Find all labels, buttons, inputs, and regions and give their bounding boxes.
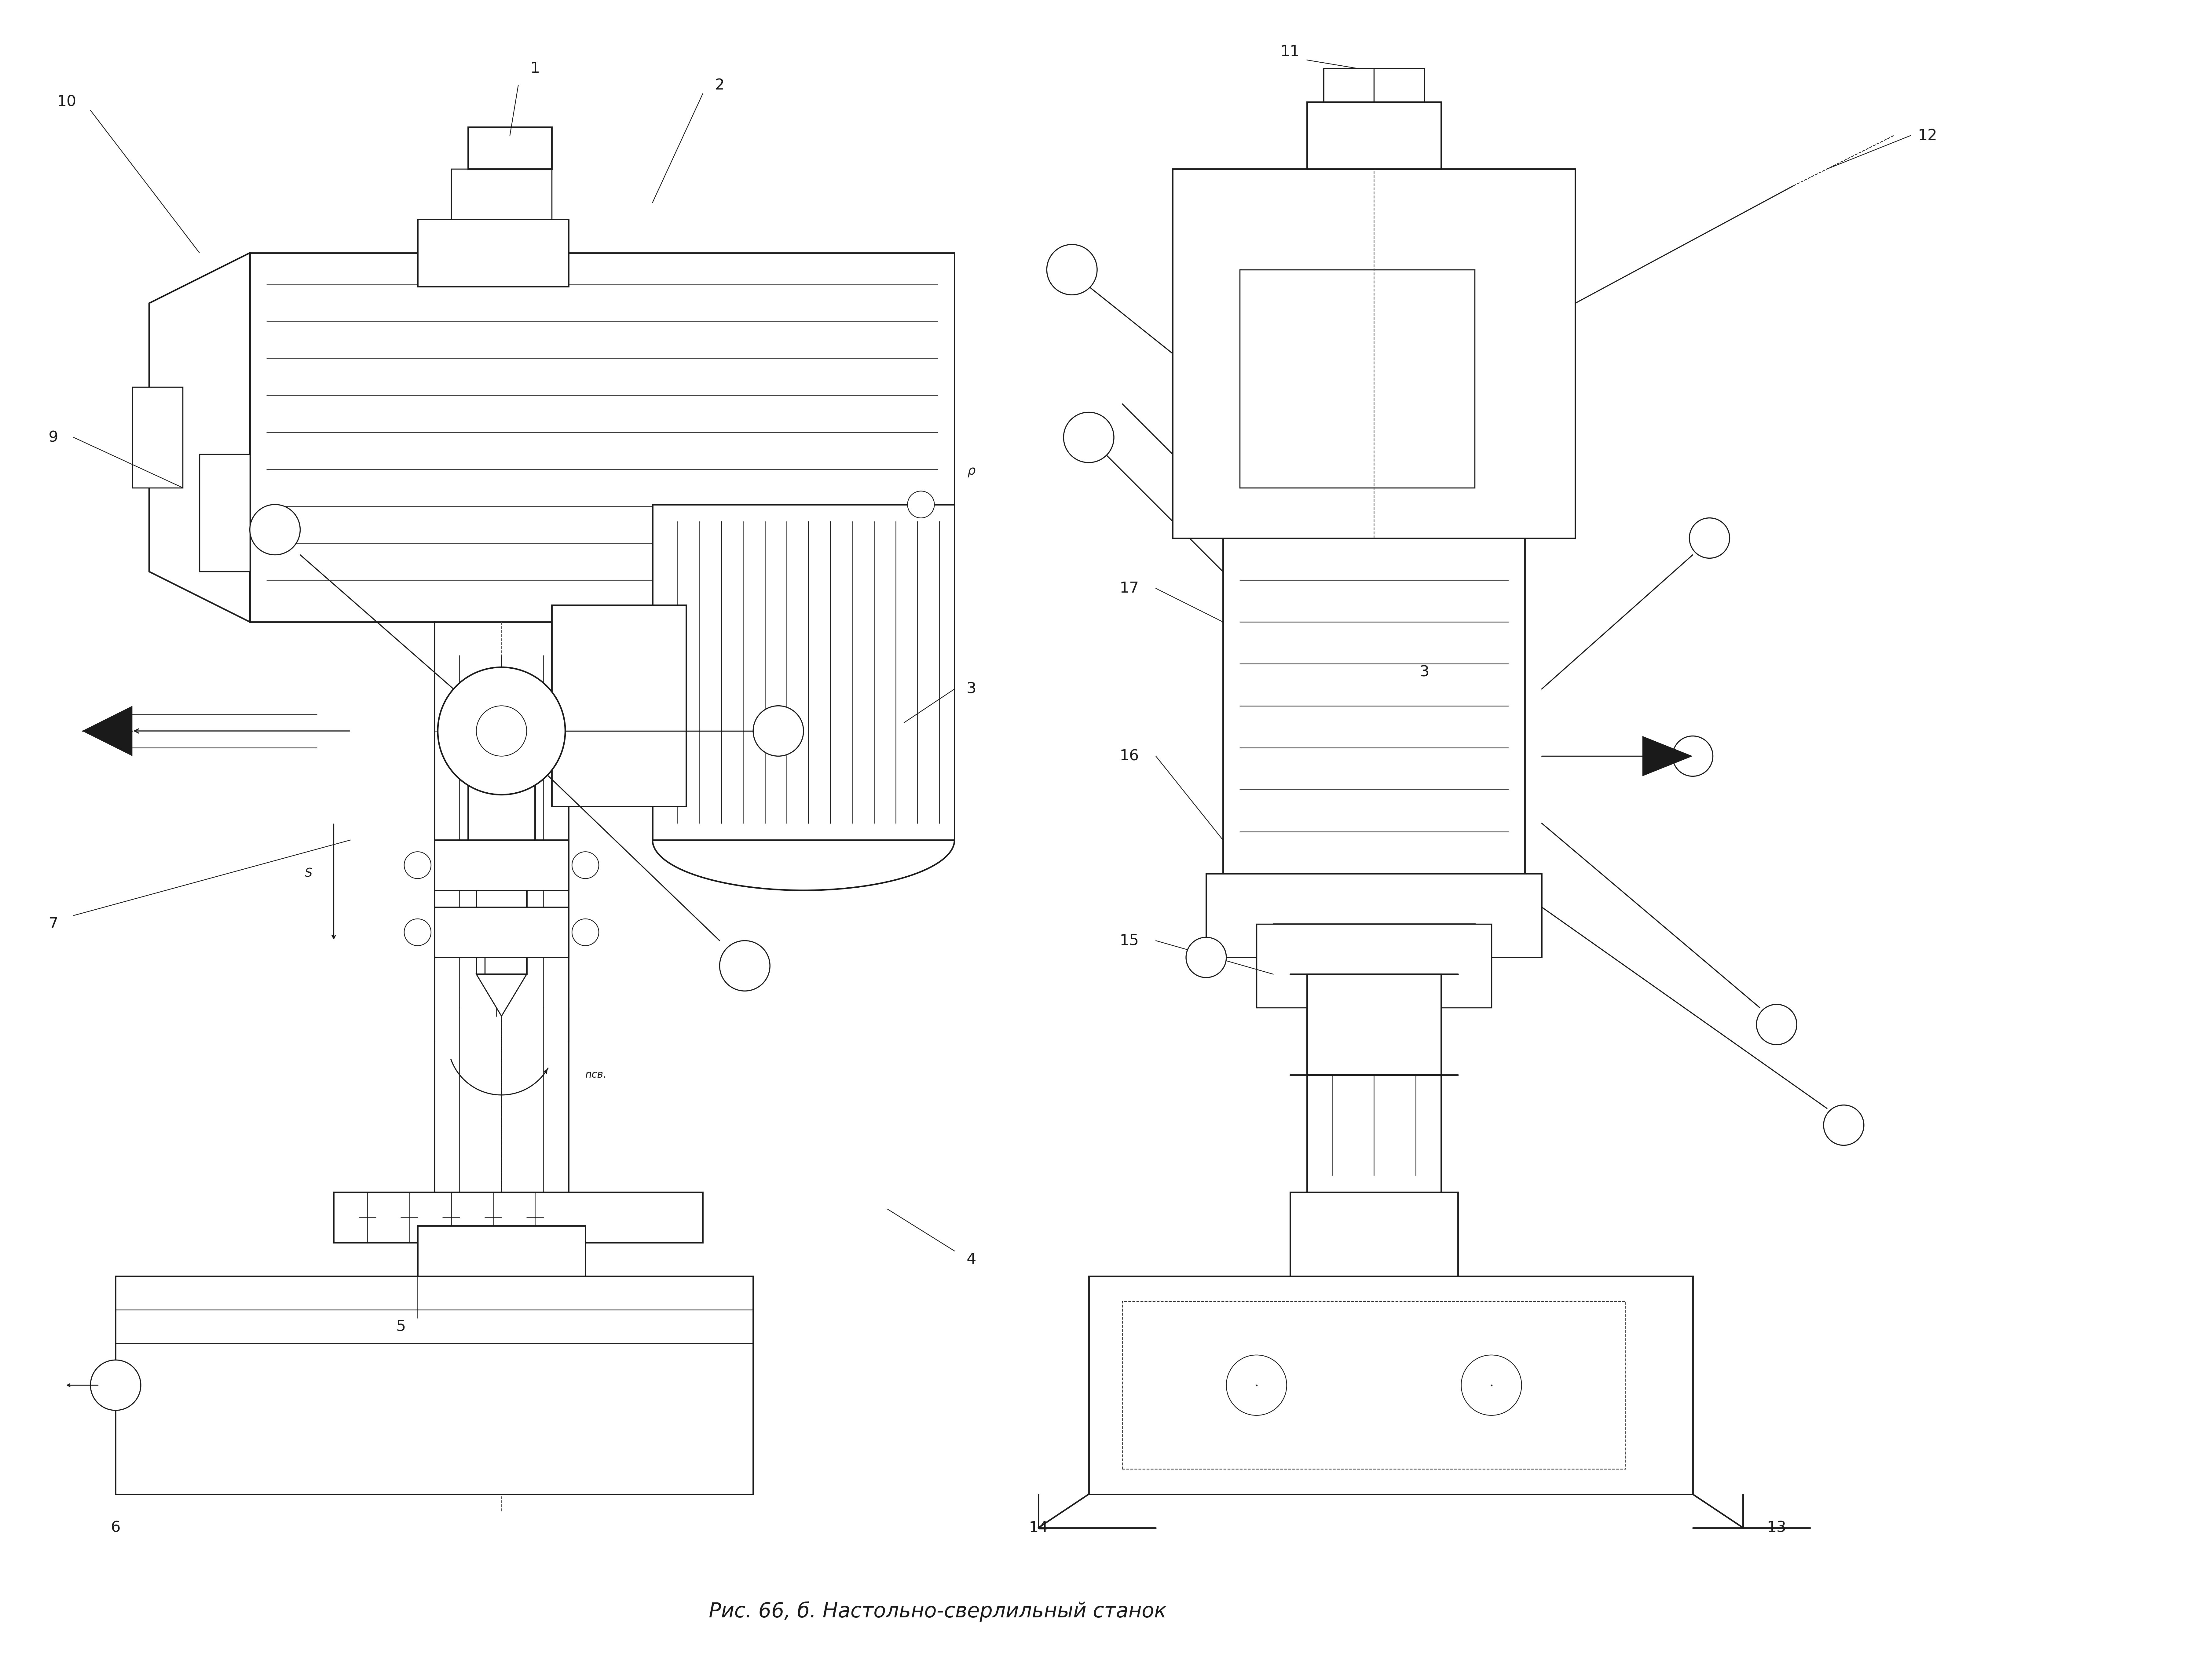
Circle shape — [907, 491, 935, 517]
Circle shape — [250, 504, 301, 554]
Bar — [418, 1226, 586, 1294]
Circle shape — [754, 706, 803, 756]
Text: 15: 15 — [1119, 934, 1139, 948]
Circle shape — [475, 706, 526, 756]
Bar — [1274, 924, 1475, 991]
Text: 16: 16 — [1119, 749, 1139, 763]
Bar — [469, 128, 553, 170]
Bar — [1256, 924, 1492, 1008]
Bar — [1307, 102, 1442, 170]
Bar — [1172, 170, 1574, 538]
Circle shape — [1185, 937, 1227, 978]
Bar — [1207, 874, 1541, 958]
Text: S: S — [305, 869, 312, 879]
Bar — [199, 454, 250, 571]
Text: 7: 7 — [49, 917, 57, 931]
Text: 13: 13 — [1767, 1520, 1786, 1536]
Text: 1: 1 — [531, 60, 539, 76]
Bar — [475, 874, 526, 974]
Bar — [1240, 270, 1475, 487]
Bar — [469, 739, 535, 890]
Text: 12: 12 — [1917, 128, 1937, 143]
Circle shape — [573, 852, 599, 879]
Bar — [418, 220, 568, 287]
Bar — [1324, 69, 1424, 102]
Bar — [652, 504, 955, 840]
Bar — [553, 605, 685, 806]
Bar — [1123, 1302, 1625, 1468]
Bar — [1307, 554, 1442, 1193]
Text: 2: 2 — [714, 77, 725, 92]
Bar — [1289, 1193, 1457, 1277]
Circle shape — [1461, 1356, 1521, 1415]
Polygon shape — [82, 706, 133, 756]
Circle shape — [405, 852, 431, 879]
Text: 3: 3 — [1419, 665, 1428, 680]
Circle shape — [438, 667, 566, 795]
Text: 10: 10 — [57, 94, 77, 109]
Circle shape — [1046, 245, 1097, 294]
Circle shape — [1756, 1005, 1798, 1045]
Bar — [133, 386, 184, 487]
Bar — [433, 840, 568, 890]
Circle shape — [1689, 517, 1729, 558]
Circle shape — [1227, 1356, 1287, 1415]
Text: Рис. 66, б. Настольно-сверлильный станок: Рис. 66, б. Настольно-сверлильный станок — [710, 1601, 1167, 1621]
Circle shape — [719, 941, 769, 991]
Bar — [115, 1277, 754, 1494]
Text: 4: 4 — [966, 1252, 975, 1267]
Text: 6: 6 — [111, 1520, 119, 1536]
Bar — [1088, 1277, 1694, 1494]
Polygon shape — [1643, 736, 1694, 776]
Text: 14: 14 — [1028, 1520, 1048, 1536]
Text: 5: 5 — [396, 1319, 405, 1334]
Circle shape — [573, 919, 599, 946]
Text: 9: 9 — [49, 430, 57, 445]
Polygon shape — [148, 254, 250, 622]
Bar — [433, 907, 568, 958]
Text: ρ: ρ — [966, 465, 975, 477]
Text: nсв.: nсв. — [586, 1070, 606, 1080]
Circle shape — [91, 1361, 142, 1410]
Text: 17: 17 — [1119, 581, 1139, 596]
Text: 11: 11 — [1280, 44, 1300, 59]
Bar — [250, 254, 955, 622]
Circle shape — [1063, 412, 1114, 462]
Text: 3: 3 — [966, 682, 975, 697]
Bar — [1223, 538, 1526, 907]
Bar — [1307, 974, 1442, 1075]
Polygon shape — [475, 974, 526, 1016]
Bar — [334, 1193, 703, 1243]
Circle shape — [1824, 1105, 1864, 1146]
Circle shape — [405, 919, 431, 946]
Circle shape — [1672, 736, 1714, 776]
